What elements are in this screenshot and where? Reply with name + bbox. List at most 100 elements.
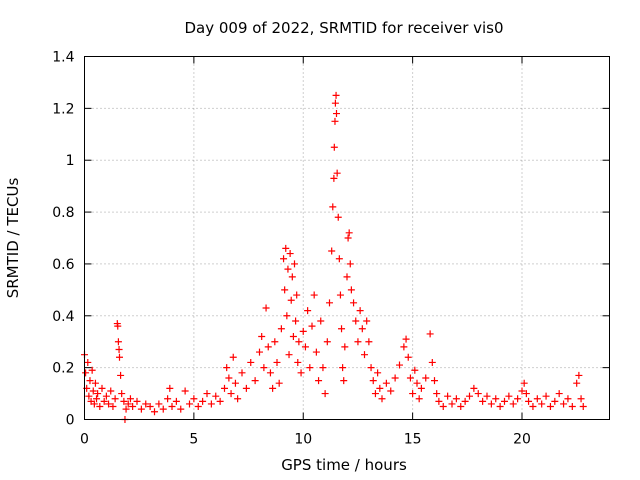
data-point: [85, 392, 93, 400]
data-point: [332, 91, 340, 99]
data-point: [520, 379, 528, 387]
data-point: [286, 250, 294, 258]
data-point: [496, 403, 504, 411]
data-point: [426, 330, 434, 338]
data-point: [212, 392, 220, 400]
data-point: [100, 397, 108, 405]
data-point: [292, 317, 300, 325]
data-point: [435, 397, 443, 405]
data-point: [328, 247, 336, 255]
data-point: [501, 397, 508, 405]
data-point: [406, 374, 414, 382]
data-point: [84, 358, 92, 366]
data-point: [387, 387, 395, 395]
y-tick-label: 0: [66, 413, 75, 429]
data-point: [367, 364, 375, 372]
data-point: [96, 403, 104, 411]
data-point: [396, 361, 403, 369]
y-tick-label: 1.4: [52, 50, 74, 66]
data-point: [93, 395, 101, 403]
y-axis-label: SRMTID / TECUs: [4, 178, 22, 299]
data-point: [487, 400, 495, 408]
data-point: [470, 384, 478, 392]
data-point: [568, 403, 576, 411]
data-point: [542, 392, 550, 400]
plot-frame: [84, 56, 610, 420]
data-point: [277, 325, 285, 333]
data-point: [118, 390, 126, 398]
data-point: [159, 405, 167, 413]
data-point: [352, 317, 360, 325]
data-point: [221, 384, 228, 392]
data-point: [361, 351, 368, 359]
data-point: [88, 366, 96, 374]
data-point: [479, 397, 487, 405]
x-axis-label: GPS time / hours: [281, 456, 407, 474]
data-point: [546, 403, 554, 411]
data-point: [356, 307, 364, 315]
data-point: [551, 397, 559, 405]
data-point: [120, 397, 128, 405]
data-point: [338, 325, 346, 333]
data-point: [339, 364, 347, 372]
data-point: [282, 244, 290, 252]
data-point: [509, 400, 517, 408]
data-point: [411, 366, 419, 374]
axis-ticks: 0 0.2 0.4 0.6 0.8 1 1.2 1.4 0 5 10 15 20: [52, 50, 610, 448]
data-point: [166, 384, 174, 392]
data-point: [251, 377, 259, 385]
data-point: [439, 403, 447, 411]
data-point: [124, 400, 132, 408]
data-point: [358, 325, 366, 333]
data-point: [247, 358, 255, 366]
data-point: [82, 369, 90, 377]
data-point: [336, 291, 344, 299]
data-point: [376, 384, 384, 392]
data-point: [382, 379, 390, 387]
data-point: [354, 338, 362, 346]
data-point: [181, 387, 189, 395]
data-point: [330, 174, 338, 182]
data-point: [301, 343, 309, 351]
data-point: [317, 317, 325, 325]
data-point: [365, 338, 373, 346]
data-point: [304, 307, 312, 315]
data-point: [115, 345, 123, 353]
y-tick-label: 1.2: [52, 101, 74, 117]
data-point: [461, 397, 469, 405]
data-point: [186, 400, 193, 408]
data-point: [133, 397, 141, 405]
x-tick-label: 20: [513, 432, 531, 448]
data-point: [142, 400, 150, 408]
data-point: [350, 299, 358, 307]
data-point: [431, 377, 438, 385]
data-point: [374, 369, 382, 377]
data-point: [345, 229, 353, 237]
data-point: [137, 405, 145, 413]
data-point: [223, 364, 231, 372]
data-point: [194, 403, 202, 411]
data-point: [116, 353, 123, 361]
data-point: [258, 333, 266, 341]
data-point: [107, 387, 115, 395]
data-point: [256, 348, 263, 356]
data-point: [284, 265, 292, 273]
data-point: [448, 400, 456, 408]
grid: [84, 56, 610, 420]
data-point: [331, 99, 339, 107]
y-tick-label: 1: [66, 153, 75, 169]
data-point: [273, 358, 281, 366]
data-point: [555, 390, 563, 398]
data-point: [234, 395, 242, 403]
data-point: [428, 358, 436, 366]
data-point: [577, 395, 585, 403]
data-point: [294, 358, 302, 366]
y-tick-label: 0.6: [52, 257, 74, 273]
data-point: [225, 374, 233, 382]
data-point: [505, 392, 513, 400]
data-point: [333, 169, 341, 177]
data-point: [172, 397, 180, 405]
data-points: [81, 91, 587, 423]
data-point: [280, 255, 288, 263]
